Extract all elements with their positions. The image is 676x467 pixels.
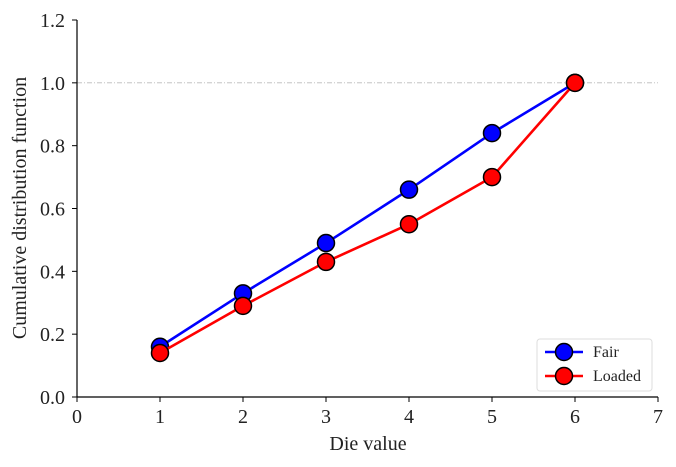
data-point-loaded (565, 73, 585, 93)
legend-label-fair: Fair (593, 344, 619, 361)
data-point-fair (316, 233, 336, 253)
x-tick-label: 3 (321, 406, 331, 428)
data-point-fair (399, 180, 419, 199)
y-tick-label: 1.2 (40, 10, 65, 32)
data-point-loaded (482, 167, 502, 187)
x-tick-label: 1 (155, 406, 165, 428)
series-line-loaded (159, 81, 576, 355)
series-line-fair (159, 81, 576, 348)
x-tick-label: 2 (238, 406, 248, 428)
data-point-loaded (150, 343, 170, 363)
legend-marker-loaded (554, 366, 574, 386)
data-point-loaded (399, 214, 419, 234)
series-loaded (150, 73, 585, 363)
y-tick-label: 0.0 (40, 387, 65, 409)
x-tick-label: 4 (404, 406, 414, 428)
x-tick-label: 5 (487, 406, 497, 428)
x-tick-label: 0 (72, 406, 82, 428)
ticks: 0 1 2 3 4 5 6 7 0.0 0.2 0.4 0.6 0.8 1.0 1.2 (40, 10, 663, 428)
series-fair (150, 73, 585, 356)
y-tick-label: 1.0 (40, 73, 65, 95)
y-tick-label: 0.8 (40, 136, 65, 158)
x-tick-label: 6 (570, 406, 580, 428)
legend-marker-fair (554, 342, 574, 362)
y-axis-title: Cumulative distribution function (9, 77, 31, 339)
series (150, 73, 585, 363)
data-point-loaded (233, 296, 253, 316)
y-tick-label: 0.6 (40, 199, 65, 221)
data-point-fair (482, 123, 502, 143)
y-tick-label: 0.2 (40, 324, 65, 346)
y-tick-label: 0.4 (40, 261, 65, 283)
x-tick-label: 7 (653, 406, 663, 428)
data-point-loaded (316, 252, 336, 272)
x-axis-title: Die value (329, 433, 406, 455)
legend-label-loaded: Loaded (593, 368, 641, 385)
legend: Fair Loaded (536, 338, 653, 392)
